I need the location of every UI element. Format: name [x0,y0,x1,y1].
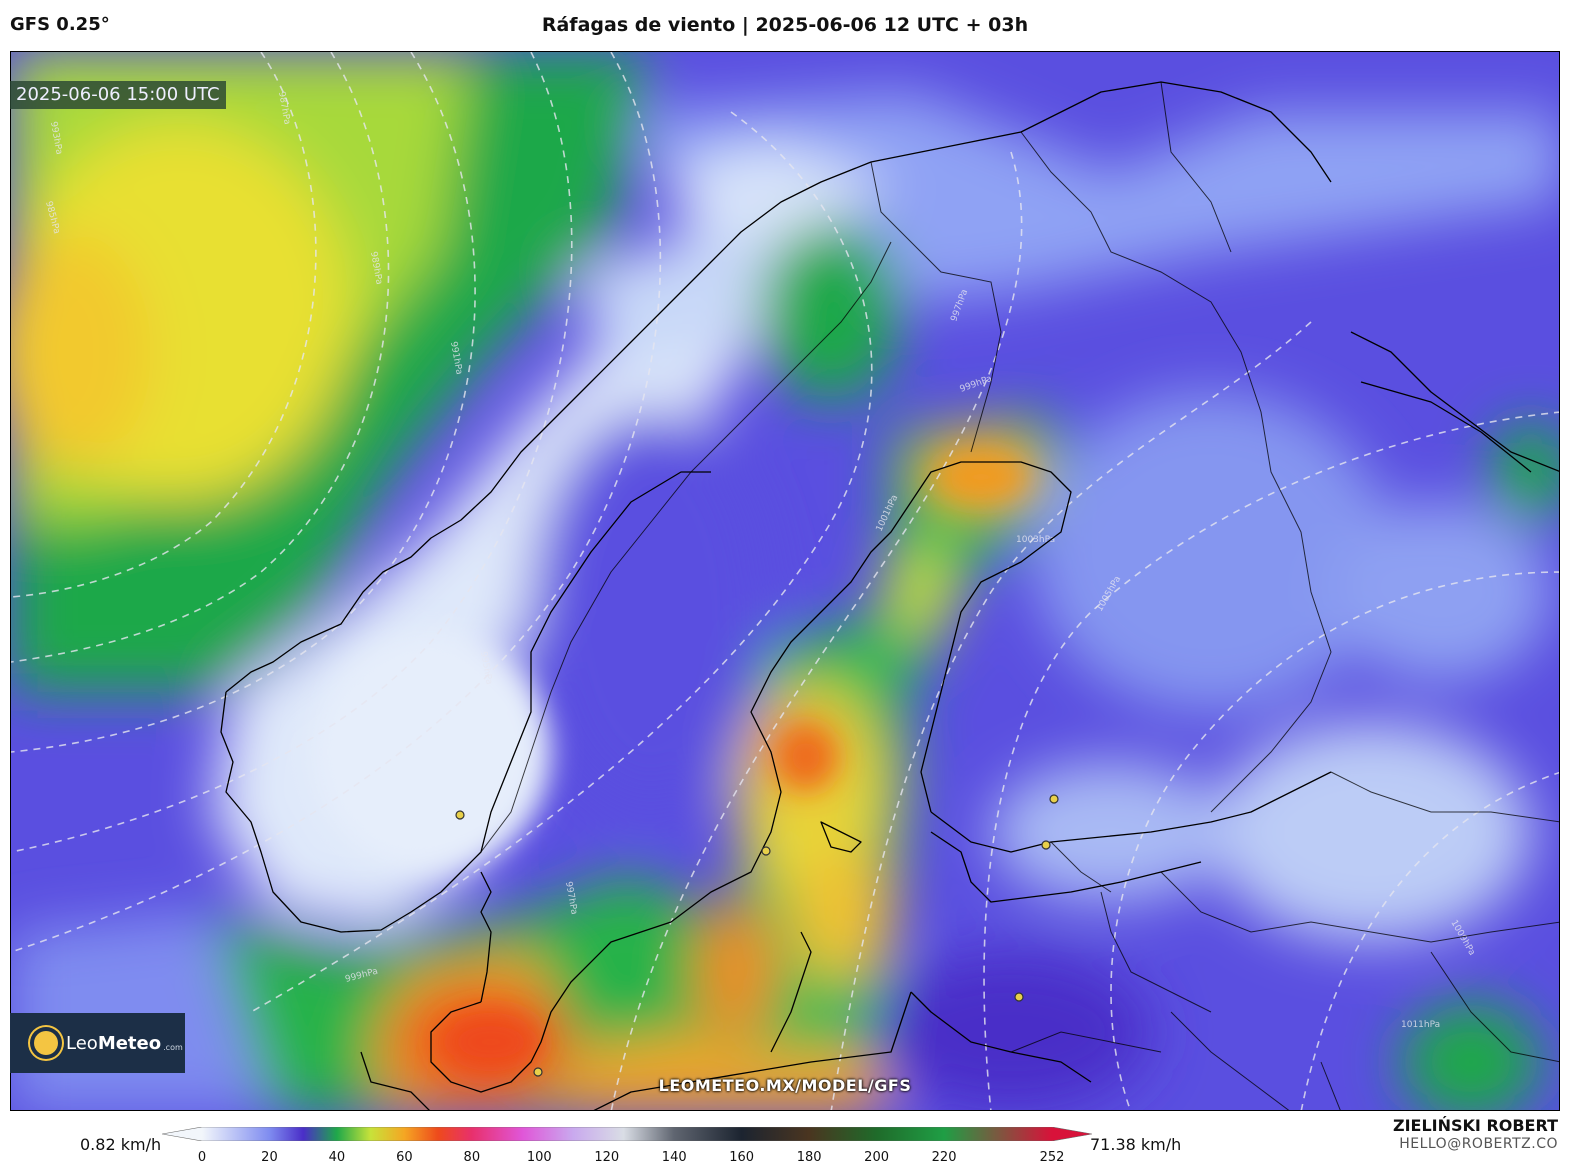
colorbar-tick: 40 [328,1150,346,1165]
coastlines [220,81,1559,1110]
colorbar [162,1127,1092,1141]
wind-gust-map[interactable]: 985hPa 987hPa 989hPa 991hPa 993hPa 995hP… [10,51,1560,1111]
colorbar-tick: 60 [396,1150,413,1165]
gust-field [11,52,1559,1110]
colorbar-tick: 100 [526,1150,552,1165]
colorbar-tick: 120 [594,1150,620,1165]
colorbar-tick: 20 [261,1150,278,1165]
colorbar-tick: 160 [729,1150,755,1165]
author-credit: ZIELIŃSKI ROBERT [1392,1116,1558,1135]
colorbar-tick: 140 [661,1150,687,1165]
map-canvas: 985hPa 987hPa 989hPa 991hPa 993hPa 995hP… [11,52,1559,1110]
city-markers [455,794,1059,1077]
svg-text:1011hPa: 1011hPa [1401,1020,1440,1030]
colorbar-tick: 180 [796,1150,822,1165]
sun-icon [34,1031,58,1055]
leometeo-logo: LeoMeteo .com [10,1013,185,1073]
colorbar-min-label: 0.82 km/h [80,1135,162,1154]
isobar-lines [11,52,1559,1110]
logo-brand: LeoMeteo [66,1032,162,1054]
map-title: Ráfagas de viento | 2025-06-06 12 UTC + … [541,14,1029,36]
colorbar-tick: 80 [463,1150,481,1165]
valid-time-label: 2025-06-06 15:00 UTC [10,81,226,109]
colorbar-tick: 200 [864,1150,890,1165]
colorbar-max-label: 71.38 km/h [1090,1135,1182,1154]
colorbar-tick: 252 [1039,1150,1065,1165]
logo-domain: .com [163,1042,183,1052]
author-email: HELLO@ROBERTZ.CO [1399,1136,1558,1152]
country-borders [480,81,1559,1110]
colorbar-ticks: 0 20 40 60 80 100 120 140 160 180 200 220 252 [0,1150,1570,1165]
colorbar-tick: 220 [931,1150,957,1165]
svg-text:1003hPa: 1003hPa [1016,535,1055,545]
colorbar-tick: 0 [197,1150,207,1165]
watermark-url: LEOMETEO.MX/MODEL/GFS [658,1076,912,1095]
model-label: GFS 0.25° [10,14,110,35]
